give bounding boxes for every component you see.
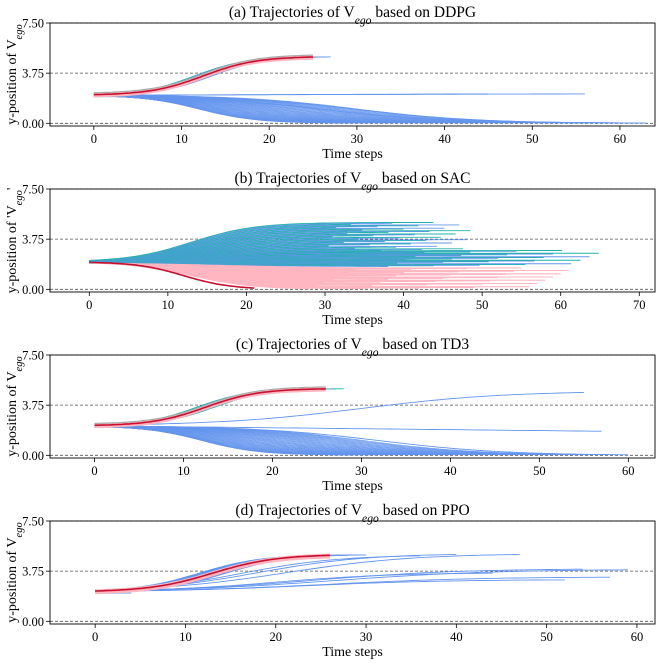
- trajectory-line: [89, 222, 434, 261]
- x-tick-label: 50: [540, 630, 553, 644]
- x-tick-label: 50: [526, 132, 539, 146]
- x-tick-label: 40: [444, 464, 457, 478]
- y-tick-label: 0.00: [22, 283, 44, 297]
- x-tick-label: 10: [179, 630, 192, 644]
- panel-d: 0 10 20 30 40 50 60 0.00 3.75 7.50 (d) Trajectorie…: [5, 502, 656, 660]
- x-tick-label: 20: [269, 630, 282, 644]
- trajectory-line: [94, 388, 344, 426]
- y-axis-label: y-position of Vego: [5, 24, 25, 124]
- chart-title: (a) Trajectories of Vego based on DDPG: [229, 4, 476, 27]
- panel-a: 0 10 20 30 40 50 60 0.00 3.75 7.50 (a) Trajectorie…: [5, 4, 656, 162]
- y-axis-label: y-position of 'Vego': [5, 188, 25, 294]
- x-axis-label: Time steps: [322, 147, 383, 162]
- x-tick-label: 60: [631, 630, 644, 644]
- y-tick-label: 0.00: [22, 615, 44, 629]
- y-tick-label: 7.50: [22, 515, 44, 529]
- y-tick-label: 7.50: [22, 183, 44, 197]
- x-tick-label: 10: [162, 298, 175, 312]
- trajectory-lines: [95, 553, 628, 595]
- trajectory-line: [93, 95, 585, 124]
- x-tick-label: 60: [554, 298, 567, 312]
- trajectory-line: [93, 56, 331, 96]
- highlight-trajectory: [95, 554, 330, 592]
- trajectory-band: [94, 387, 326, 428]
- trajectory-line: [93, 95, 647, 124]
- trajectory-line: [94, 425, 629, 456]
- y-axis-label: y-position of Vego: [5, 356, 25, 456]
- x-tick-label: 40: [438, 132, 451, 146]
- trajectory-lines: [94, 386, 629, 456]
- x-tick-label: 0: [86, 298, 92, 312]
- highlight-trajectory: [93, 56, 314, 96]
- x-tick-label: 60: [614, 132, 627, 146]
- x-tick-label: 20: [266, 464, 279, 478]
- highlight-trajectory: [94, 388, 326, 427]
- x-tick-label: 40: [397, 298, 410, 312]
- x-tick-label: 50: [533, 464, 546, 478]
- chart-title: (c) Trajectories of Vego based on TD3: [236, 336, 469, 359]
- x-tick-label: 0: [91, 464, 97, 478]
- axes-frame: [49, 22, 656, 127]
- axes-frame: [49, 354, 656, 459]
- x-tick-label: 30: [360, 630, 373, 644]
- x-tick-label: 10: [177, 464, 190, 478]
- x-tick-label: 0: [92, 630, 98, 644]
- x-tick-label: 50: [476, 298, 489, 312]
- x-axis-label: Time steps: [322, 479, 383, 494]
- x-axis-label: Time steps: [322, 645, 383, 660]
- y-tick-label: 0.00: [22, 117, 44, 131]
- x-tick-label: 60: [622, 464, 635, 478]
- trajectory-line: [95, 572, 493, 592]
- y-tick-label: 7.50: [22, 349, 44, 363]
- x-tick-label: 40: [450, 630, 463, 644]
- x-tick-label: 30: [351, 132, 364, 146]
- x-tick-label: 20: [263, 132, 276, 146]
- y-tick-label: 3.75: [22, 399, 44, 413]
- trajectory-line: [93, 93, 489, 96]
- trajectory-line: [95, 579, 565, 592]
- y-tick-label: 3.75: [22, 233, 44, 247]
- x-tick-label: 10: [175, 132, 188, 146]
- x-tick-label: 30: [355, 464, 368, 478]
- x-tick-label: 30: [319, 298, 332, 312]
- highlight-trajectory: [89, 261, 255, 289]
- x-tick-label: 70: [633, 298, 646, 312]
- y-tick-label: 0.00: [22, 449, 44, 463]
- y-tick-label: 3.75: [22, 565, 44, 579]
- panel-c: 0 10 20 30 40 50 60 0.00 3.75 7.50 (c) Trajectorie…: [5, 336, 656, 494]
- x-axis-label: Time steps: [322, 313, 383, 328]
- trajectory-lines: [93, 54, 647, 124]
- axes-frame: [49, 520, 656, 625]
- y-tick-label: 3.75: [22, 67, 44, 81]
- x-tick-label: 0: [91, 132, 97, 146]
- axes-frame: [49, 188, 656, 293]
- chart-title: (d) Trajectories of Vego based on PPO: [235, 502, 469, 525]
- trajectory-lines: [89, 222, 599, 290]
- chart-title: (b) Trajectories of Vego based on SAC: [234, 170, 470, 193]
- x-tick-label: 20: [240, 298, 253, 312]
- y-tick-label: 7.50: [22, 17, 44, 31]
- y-axis-label: y-position of Vego: [5, 522, 25, 622]
- trajectory-line: [94, 392, 584, 426]
- panel-b: 0 10 20 30 40 50 60 70 0.00 3.75 7.50 (b) Trajector…: [5, 170, 656, 328]
